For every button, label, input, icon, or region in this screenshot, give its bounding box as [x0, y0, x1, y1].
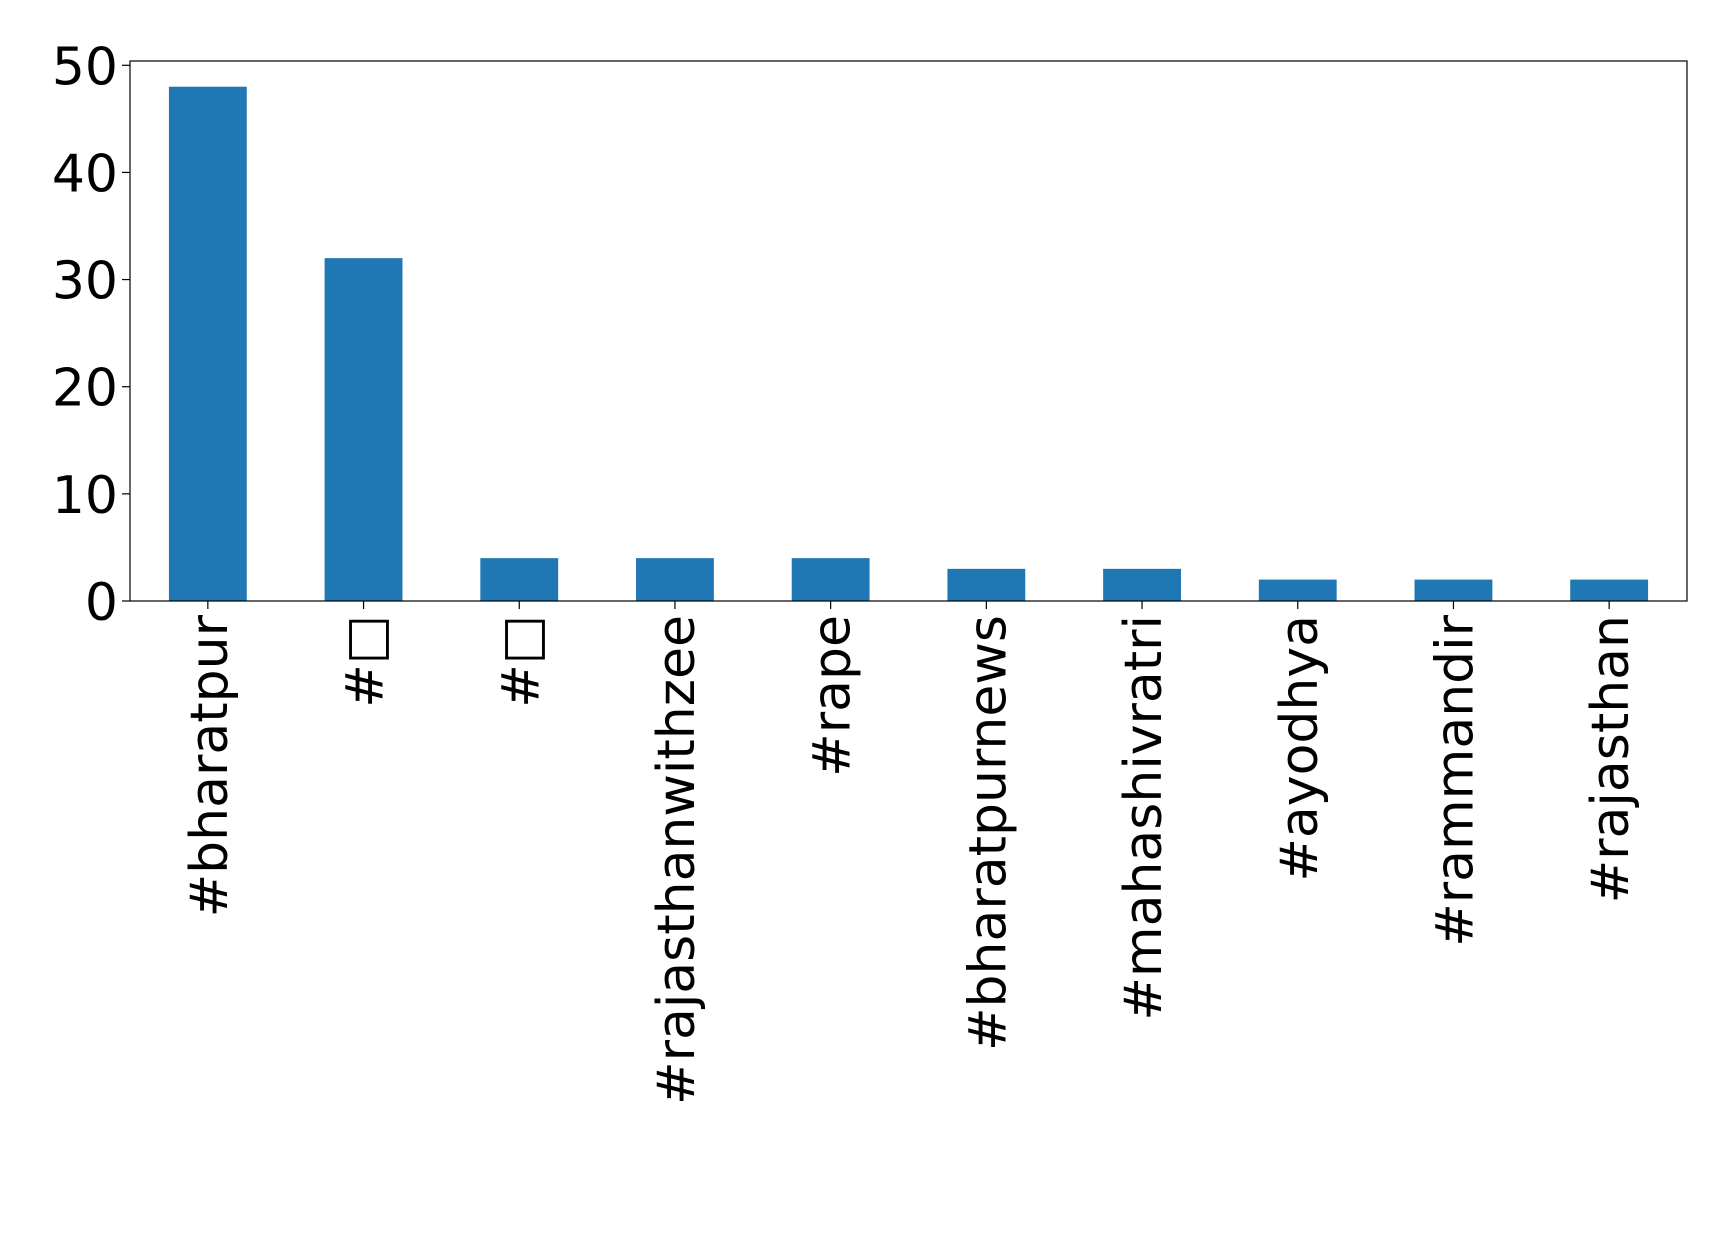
bar — [947, 568, 1026, 601]
bar — [1570, 579, 1649, 601]
bar — [324, 258, 403, 601]
x-tick-label: #rape — [803, 615, 863, 777]
plot-frame — [129, 60, 1688, 602]
x-tick-label: #rajasthan — [1581, 615, 1641, 903]
y-tick-label: 20 — [52, 359, 118, 419]
x-tick-label: #□ — [336, 615, 396, 708]
bar — [480, 558, 559, 601]
y-tick-label: 50 — [52, 37, 118, 97]
y-tick-label: 0 — [85, 573, 118, 633]
x-tick-label: #rammandir — [1425, 614, 1485, 946]
bar — [1414, 579, 1493, 601]
y-tick-label: 40 — [52, 144, 118, 204]
x-tick-label: #ayodhya — [1270, 615, 1330, 882]
bar — [1258, 579, 1337, 601]
bar — [791, 558, 870, 601]
y-tick-label: 10 — [52, 466, 118, 526]
x-tick-label: #rajasthanwithzee — [647, 615, 707, 1105]
bar — [636, 558, 714, 601]
x-tick-label: #mahashivratri — [1114, 615, 1174, 1021]
y-tick-label: 30 — [52, 252, 118, 312]
x-tick-label: #bharatpur — [180, 614, 240, 917]
bar — [1103, 568, 1181, 601]
x-tick-label: #□ — [491, 615, 551, 708]
x-tick-label: #bharatpurnews — [958, 615, 1018, 1051]
bar — [168, 86, 247, 601]
